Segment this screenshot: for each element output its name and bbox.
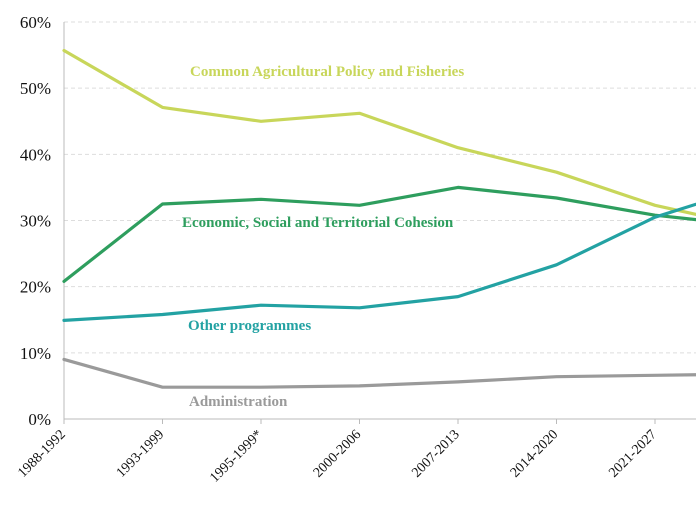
series-label-cap: Common Agricultural Policy and Fisheries — [190, 64, 464, 80]
x-tick-label: 1995-1999* — [207, 427, 265, 485]
y-tick-label: 10% — [20, 344, 51, 363]
y-tick-label: 0% — [28, 410, 51, 429]
gridlines — [64, 21, 696, 354]
x-tick-label: 1988-1992 — [15, 427, 69, 481]
y-tick-label: 20% — [20, 278, 51, 297]
y-tick-labels: 0% 10% 20% 30% 40% 50% 60% — [20, 13, 51, 429]
y-tick-label: 50% — [20, 79, 51, 98]
y-tick-label: 60% — [20, 13, 51, 32]
x-tick-label: 2007-2013 — [409, 427, 463, 481]
series-labels: Common Agricultural Policy and Fisheries… — [182, 64, 464, 410]
series-label-other: Other programmes — [188, 318, 311, 334]
series-line-1 — [62, 185, 696, 283]
x-tick-label: 1993-1999 — [114, 427, 168, 481]
x-tick-label: 2021-2027 — [606, 427, 660, 481]
series-line-3 — [62, 357, 696, 389]
series-label-administration: Administration — [189, 394, 288, 410]
series-line-2 — [62, 202, 696, 322]
series-line-0 — [62, 48, 696, 217]
y-tick-label: 40% — [20, 145, 51, 164]
y-tick-label: 30% — [20, 212, 51, 231]
x-tick-label: 2000-2006 — [311, 427, 365, 481]
series-lines — [62, 48, 696, 389]
x-tick-labels: 1988-1992 1993-1999 1995-1999* 2000-2006 200… — [15, 419, 660, 486]
series-label-cohesion: Economic, Social and Territorial Cohesio… — [182, 215, 454, 231]
x-tick-label: 2014-2020 — [508, 427, 562, 481]
